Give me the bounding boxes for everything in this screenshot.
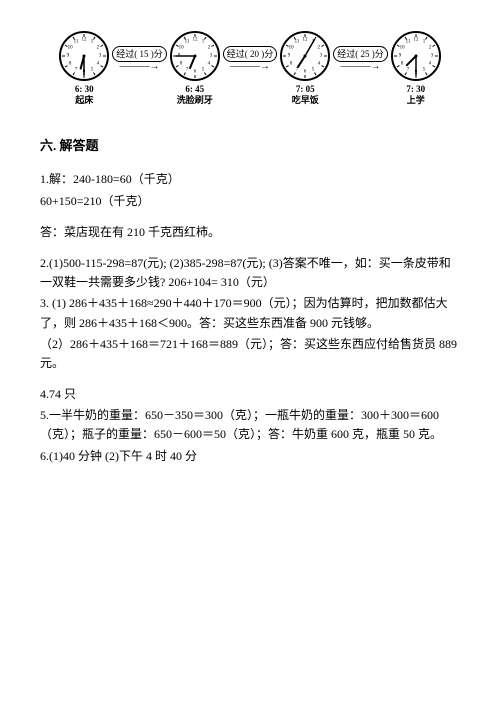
paragraph: （2）286＋435＋168＝721＋168＝889（元）；答：买这些东西应付给…: [40, 335, 460, 373]
connector-label: 经过( 25 )分: [333, 46, 388, 62]
content-body: 1.解：240-180=60（千克） 60+150=210（千克） 答：菜店现在有 …: [40, 170, 460, 465]
paragraph: 5.一半牛奶的重量：650－350＝300（克）；一瓶牛奶的重量：300＋300…: [40, 406, 460, 444]
clock-unit: 121234567891011 7: 30上学: [390, 30, 442, 106]
clocks-row: 1212345678910116: 30起床经过( 15 )分———→12123…: [40, 30, 460, 106]
paragraph: 1.解：240-180=60（千克）: [40, 170, 460, 189]
svg-text:12: 12: [82, 38, 88, 43]
svg-text:11: 11: [74, 40, 79, 45]
clock-face: 121234567891011: [58, 30, 110, 82]
clock-label: 7: 30上学: [406, 84, 425, 106]
connector: 经过( 20 )分———→: [223, 46, 278, 72]
paragraph: 60+150=210（千克）: [40, 192, 460, 211]
connector-label: 经过( 20 )分: [223, 46, 278, 62]
svg-text:10: 10: [289, 46, 295, 51]
clock-label: 7: 05吃早饭: [292, 84, 319, 106]
svg-text:10: 10: [68, 46, 74, 51]
connector-label: 经过( 15 )分: [112, 46, 167, 62]
svg-text:12: 12: [192, 38, 198, 43]
arrow-icon: ———→: [341, 62, 381, 72]
connector: 经过( 15 )分———→: [112, 46, 167, 72]
clock-face: 121234567891011: [279, 30, 331, 82]
arrow-icon: ———→: [120, 62, 160, 72]
paragraph: 4.74 只: [40, 385, 460, 404]
clock-unit: 121234567891011 6: 30起床: [58, 30, 110, 106]
svg-text:11: 11: [405, 40, 410, 45]
clock-face: 121234567891011: [169, 30, 221, 82]
clock-label: 6: 45洗脸刷牙: [177, 84, 213, 106]
svg-text:12: 12: [413, 38, 419, 43]
svg-text:10: 10: [178, 46, 184, 51]
svg-text:11: 11: [295, 40, 300, 45]
section-title: 六. 解答题: [40, 136, 460, 157]
arrow-icon: ———→: [230, 62, 270, 72]
connector: 经过( 25 )分———→: [333, 46, 388, 72]
clock-face: 121234567891011: [390, 30, 442, 82]
svg-text:12: 12: [303, 38, 309, 43]
paragraph: 2.(1)500-115-298=87(元); (2)385-298=87(元)…: [40, 254, 460, 292]
svg-text:11: 11: [184, 40, 189, 45]
clock-unit: 1212345678910117: 05吃早饭: [279, 30, 331, 106]
paragraph: 6.(1)40 分钟 (2)下午 4 时 40 分: [40, 447, 460, 466]
paragraph: 答：菜店现在有 210 千克西红柿。: [40, 223, 460, 242]
clock-unit: 1212345678910116: 45洗脸刷牙: [169, 30, 221, 106]
paragraph: 3. (1) 286＋435＋168≈290＋440＋170＝900（元）；因为…: [40, 294, 460, 332]
svg-text:10: 10: [399, 46, 405, 51]
clock-label: 6: 30起床: [75, 84, 94, 106]
